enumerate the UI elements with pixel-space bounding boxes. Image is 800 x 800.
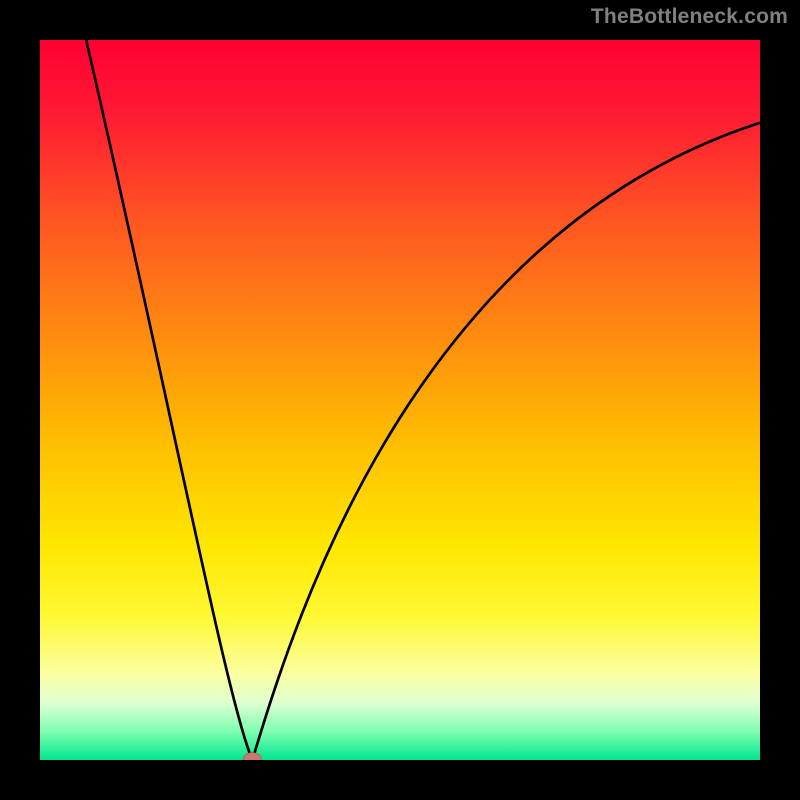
- plot-background: [40, 40, 760, 760]
- watermark-text: TheBottleneck.com: [591, 5, 788, 29]
- chart-container: TheBottleneck.com: [0, 0, 800, 800]
- bottleneck-curve-chart: [0, 0, 800, 800]
